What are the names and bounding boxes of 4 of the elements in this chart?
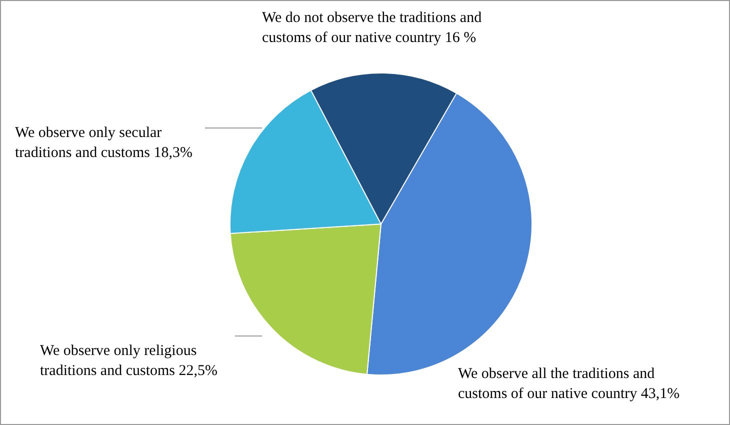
slice-label: We do not observe the traditions and customs of our native country 16 % bbox=[262, 10, 482, 46]
slice-label: We observe only secular traditions and customs 18,3% bbox=[15, 125, 192, 161]
slice-label: We observe all the traditions and customs of our native country 43,1% bbox=[458, 366, 680, 402]
slice-label: We observe only religious traditions and customs 22,5% bbox=[40, 343, 218, 379]
